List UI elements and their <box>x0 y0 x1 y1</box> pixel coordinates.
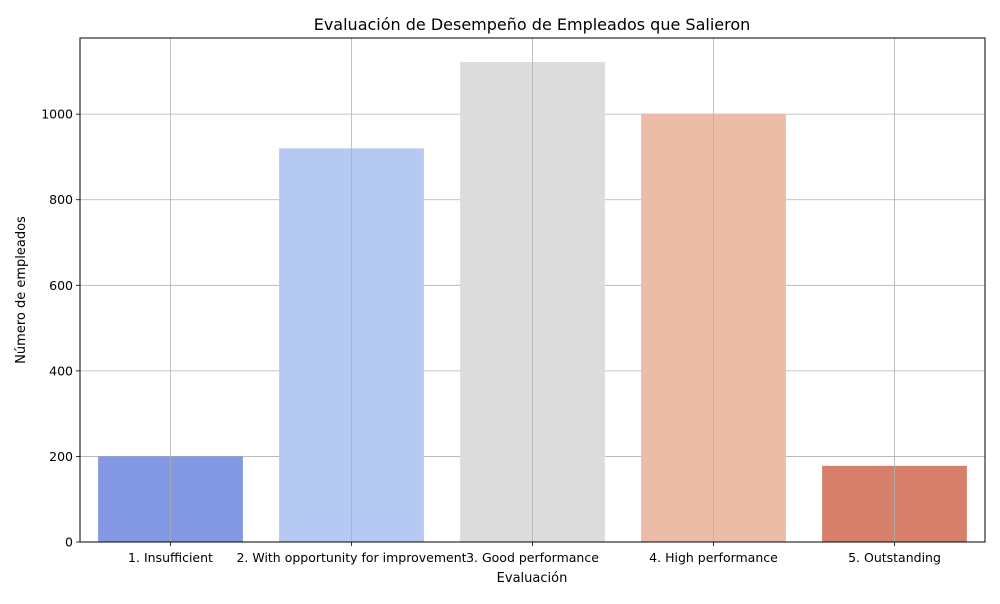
chart-title: Evaluación de Desempeño de Empleados que… <box>314 15 751 34</box>
y-tick-label: 600 <box>49 278 73 293</box>
x-tick-label: 1. Insufficient <box>128 550 213 565</box>
y-tick-label: 0 <box>65 535 73 550</box>
x-tick-label: 2. With opportunity for improvement <box>236 550 466 565</box>
x-axis-ticks: 1. Insufficient 2. With opportunity for i… <box>128 542 941 565</box>
vertical-grid-lines <box>170 38 895 542</box>
y-tick-label: 800 <box>49 192 73 207</box>
x-tick-label: 3. Good performance <box>466 550 599 565</box>
x-tick-label: 4. High performance <box>649 550 778 565</box>
y-tick-label: 200 <box>49 449 73 464</box>
x-axis-label: Evaluación <box>497 571 568 586</box>
y-axis-label: Número de empleados <box>14 216 29 364</box>
x-tick-label: 5. Outstanding <box>848 550 941 565</box>
y-tick-label: 400 <box>49 363 73 378</box>
y-axis-ticks: 0 200 400 600 800 1000 <box>41 107 80 550</box>
y-tick-label: 1000 <box>41 107 73 122</box>
